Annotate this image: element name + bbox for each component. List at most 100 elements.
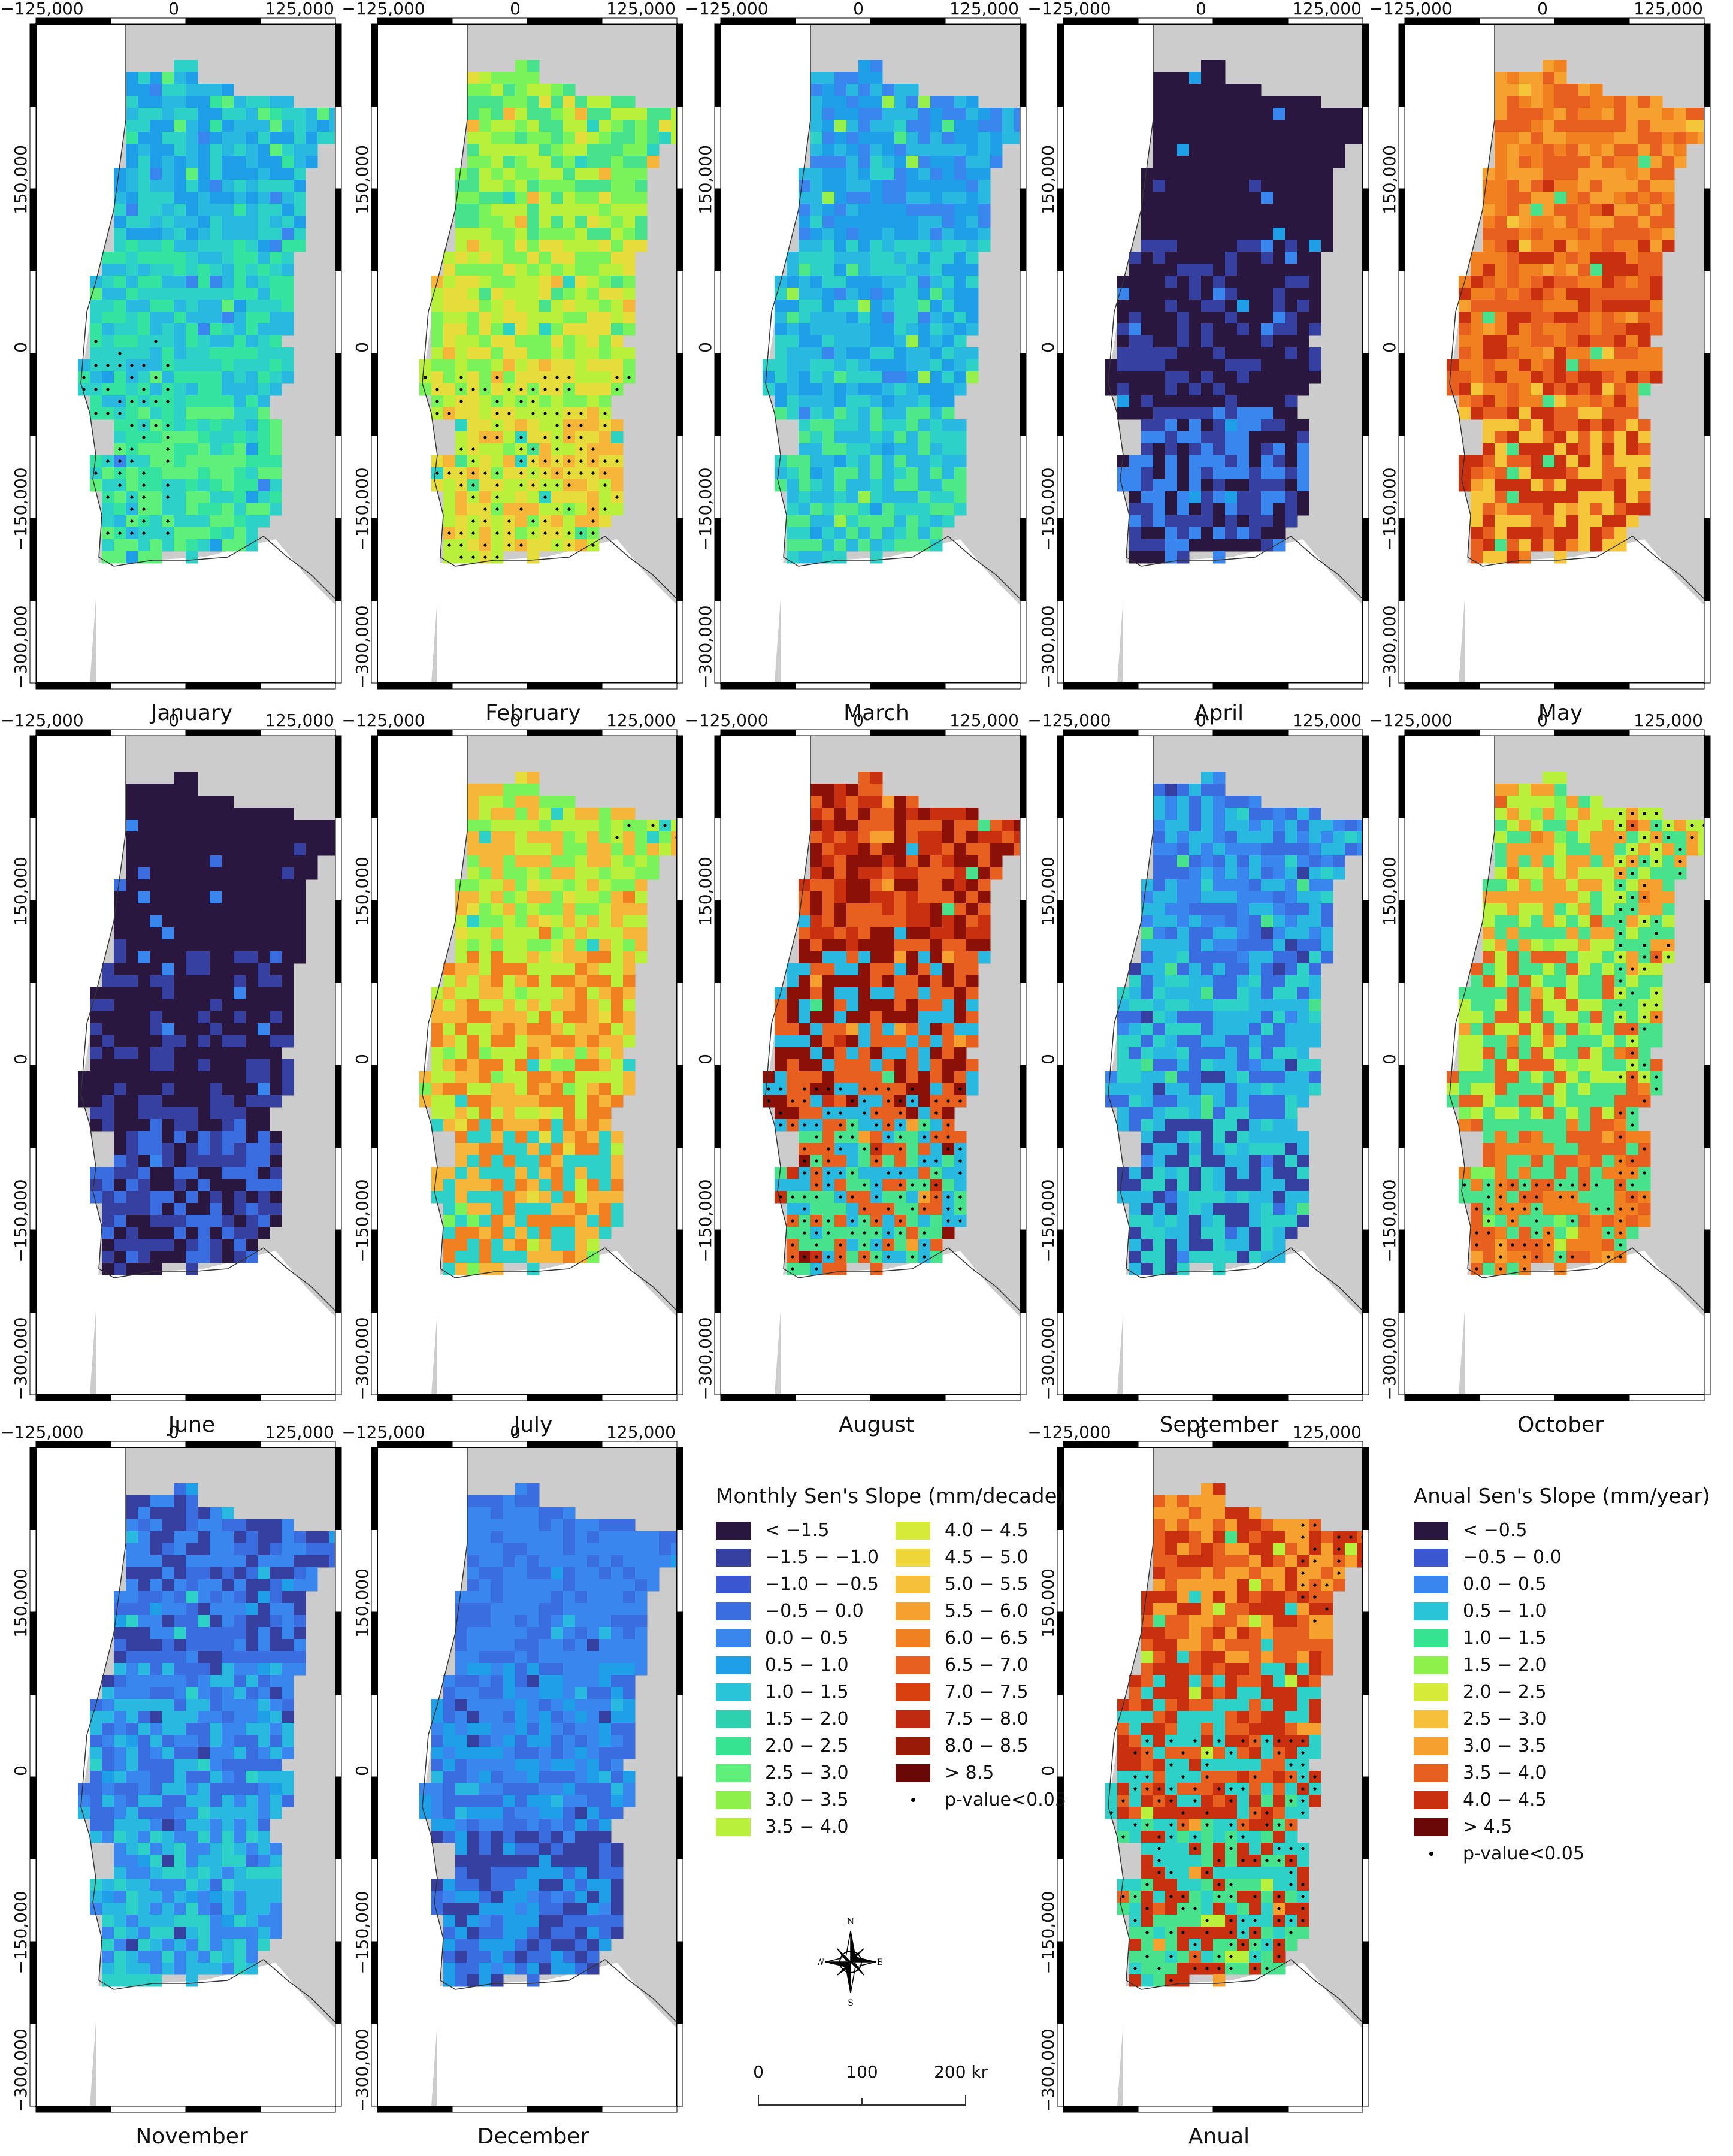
grid-cell bbox=[611, 168, 624, 180]
grid-cell bbox=[222, 371, 234, 384]
grid-cell bbox=[1566, 515, 1579, 528]
grid-cell bbox=[186, 1071, 198, 1084]
grid-cell bbox=[258, 371, 270, 384]
grid-cell bbox=[551, 843, 564, 856]
grid-cell bbox=[1177, 431, 1190, 444]
grid-cell bbox=[775, 467, 787, 480]
grid-cell bbox=[870, 359, 883, 372]
grid-cell bbox=[1237, 527, 1250, 540]
grid-cell bbox=[282, 300, 294, 312]
grid-cell bbox=[918, 323, 931, 336]
grid-cell bbox=[834, 1059, 847, 1072]
grid-cell bbox=[918, 527, 931, 540]
grid-cell bbox=[930, 843, 943, 856]
grid-cell bbox=[1201, 455, 1214, 468]
grid-cell bbox=[906, 395, 919, 408]
grid-cell bbox=[1261, 407, 1274, 420]
grid-cell bbox=[443, 1047, 456, 1060]
grid-cell bbox=[599, 1059, 612, 1072]
grid-cell bbox=[906, 276, 919, 288]
grid-cell bbox=[599, 443, 612, 456]
grid-cell bbox=[930, 1119, 943, 1132]
grid-cell bbox=[775, 455, 787, 468]
grid-cell bbox=[467, 228, 480, 240]
grid-cell bbox=[599, 204, 612, 216]
grid-cell bbox=[599, 1071, 612, 1084]
grid-cell bbox=[491, 120, 504, 132]
grid-cell bbox=[1650, 347, 1663, 360]
grid-cell bbox=[799, 216, 811, 228]
grid-cell bbox=[198, 879, 210, 892]
grid-cell bbox=[198, 987, 210, 1000]
grid-cell bbox=[1566, 192, 1579, 204]
grid-cell bbox=[966, 120, 979, 132]
grid-cell bbox=[930, 1023, 943, 1036]
grid-cell bbox=[954, 820, 967, 832]
grid-cell bbox=[1285, 120, 1298, 132]
grid-cell bbox=[1471, 347, 1483, 360]
y-tick-label: 0 bbox=[1380, 342, 1399, 353]
grid-cell bbox=[1213, 312, 1226, 324]
grid-cell bbox=[894, 527, 907, 540]
grid-cell bbox=[162, 1167, 174, 1180]
grid-cell bbox=[198, 96, 210, 108]
grid-cell bbox=[539, 987, 552, 1000]
grid-cell bbox=[954, 927, 967, 940]
grid-cell bbox=[978, 180, 991, 192]
grid-cell bbox=[563, 1131, 576, 1144]
grid-cell bbox=[1602, 192, 1615, 204]
grid-cell bbox=[659, 132, 672, 144]
grid-cell bbox=[186, 395, 198, 408]
grid-cell bbox=[258, 903, 270, 916]
grid-cell bbox=[611, 312, 624, 324]
grid-cell bbox=[551, 240, 564, 252]
x-tick-label: 125,000 bbox=[949, 0, 1019, 19]
grid-cell bbox=[246, 228, 258, 240]
grid-cell bbox=[1345, 120, 1357, 132]
grid-cell bbox=[1483, 252, 1495, 264]
grid-cell bbox=[858, 1011, 871, 1024]
grid-cell bbox=[1165, 144, 1178, 156]
grid-cell bbox=[1285, 96, 1298, 108]
grid-cell bbox=[455, 903, 468, 916]
grid-cell bbox=[539, 1251, 552, 1263]
grid-cell bbox=[198, 108, 210, 120]
grid-cell bbox=[174, 539, 186, 552]
grid-cell bbox=[930, 1083, 943, 1096]
grid-cell bbox=[1566, 371, 1579, 384]
grid-cell bbox=[894, 204, 907, 216]
grid-cell bbox=[611, 503, 624, 516]
grid-cell bbox=[846, 1011, 859, 1024]
grid-cell bbox=[906, 1011, 919, 1024]
grid-cell bbox=[234, 96, 246, 108]
grid-cell bbox=[162, 240, 174, 252]
grid-cell bbox=[491, 228, 504, 240]
grid-cell bbox=[882, 951, 895, 964]
grid-cell bbox=[551, 1167, 564, 1180]
grid-cell bbox=[210, 84, 222, 96]
grid-cell bbox=[611, 132, 624, 144]
grid-cell bbox=[1309, 120, 1321, 132]
grid-cell bbox=[906, 407, 919, 420]
grid-cell bbox=[1189, 503, 1202, 516]
grid-cell bbox=[491, 1191, 504, 1204]
grid-cell bbox=[1249, 455, 1262, 468]
grid-cell bbox=[1153, 395, 1166, 408]
grid-cell bbox=[174, 419, 186, 432]
grid-cell bbox=[258, 443, 270, 456]
grid-cell bbox=[1566, 300, 1579, 312]
grid-cell bbox=[1638, 132, 1651, 144]
grid-cell bbox=[587, 323, 600, 336]
grid-cell bbox=[515, 323, 528, 336]
grid-cell bbox=[150, 1131, 162, 1144]
grid-cell bbox=[491, 820, 504, 832]
grid-cell bbox=[467, 999, 480, 1012]
grid-cell bbox=[198, 204, 210, 216]
grid-cell bbox=[527, 1143, 540, 1156]
grid-cell bbox=[1165, 551, 1178, 564]
grid-cell bbox=[150, 347, 162, 360]
grid-cell bbox=[1483, 312, 1495, 324]
grid-cell bbox=[810, 867, 823, 880]
grid-cell bbox=[1626, 192, 1639, 204]
grid-cell bbox=[1249, 335, 1262, 348]
